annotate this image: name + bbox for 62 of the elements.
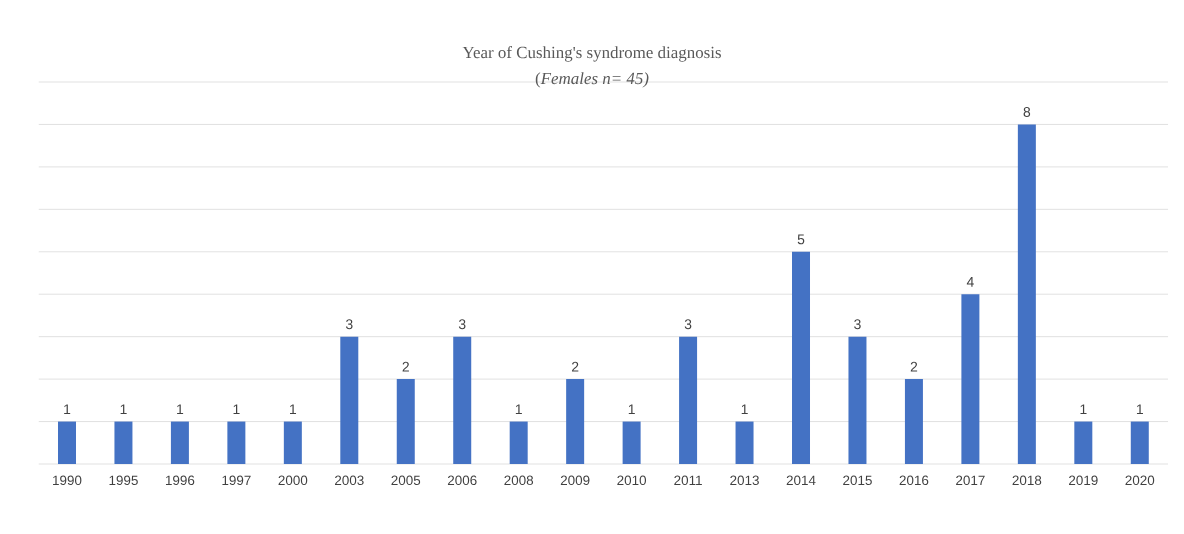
x-tick-label: 1995 (109, 475, 138, 486)
data-label: 1 (290, 404, 297, 415)
bar (961, 294, 980, 464)
bar (57, 421, 76, 464)
x-tick-label: 2005 (391, 475, 421, 486)
x-tick-label: 2016 (899, 475, 929, 486)
bar (453, 336, 472, 464)
data-label: 1 (177, 404, 184, 415)
data-label: 1 (120, 404, 127, 415)
data-label: 3 (854, 319, 861, 330)
x-tick-label: 1990 (53, 475, 82, 486)
x-tick-label: 1996 (165, 475, 195, 486)
bar (340, 336, 359, 464)
bar (227, 421, 246, 464)
bar (904, 379, 923, 464)
data-label: 1 (64, 404, 71, 415)
chart-subtitle: (Females n= 45) (535, 72, 649, 88)
x-tick-label: 2015 (843, 475, 872, 486)
data-label: 2 (402, 361, 409, 372)
x-tick-label: 1997 (222, 475, 251, 486)
data-label: 3 (458, 319, 466, 330)
x-tick-label: 2017 (956, 475, 985, 486)
bar (848, 336, 867, 464)
bar (170, 421, 189, 464)
bar (114, 421, 133, 464)
x-tick-label: 2020 (1125, 475, 1155, 486)
bar (283, 421, 302, 464)
data-label: 3 (345, 319, 353, 330)
bar (622, 421, 641, 464)
x-tick-label: 2010 (617, 475, 647, 486)
data-label: 1 (515, 404, 522, 415)
bar (1130, 421, 1149, 464)
x-tick-label: 2013 (730, 475, 759, 486)
x-tick-label: 2014 (786, 475, 816, 486)
bar (566, 379, 585, 464)
x-tick-label: 2009 (560, 475, 590, 486)
data-label: 5 (797, 234, 805, 245)
data-label: 1 (233, 404, 240, 415)
x-tick-label: 2006 (447, 475, 477, 486)
data-label: 8 (1023, 107, 1031, 117)
bar (792, 251, 810, 464)
x-tick-label: 2011 (674, 475, 702, 486)
x-tick-label: 2003 (335, 475, 364, 486)
data-label: 2 (910, 361, 918, 372)
data-label: 1 (1080, 404, 1087, 415)
x-tick-label: 2008 (504, 475, 534, 486)
chart-title: Year of Cushing's syndrome diagnosis (462, 46, 721, 62)
bar (509, 421, 528, 464)
bar (396, 379, 415, 464)
data-label: 3 (684, 319, 692, 330)
data-label: 1 (628, 404, 635, 415)
bar (735, 421, 754, 464)
bar (1017, 124, 1036, 464)
data-label: 4 (966, 277, 974, 287)
x-tick-label: 2018 (1012, 475, 1042, 486)
bar (1074, 421, 1093, 464)
data-label: 2 (571, 361, 579, 372)
x-tick-label: 2019 (1069, 475, 1098, 486)
data-label: 1 (741, 404, 748, 415)
data-label: 1 (1136, 404, 1143, 415)
bar (679, 336, 698, 464)
x-tick-label: 2000 (278, 475, 308, 486)
